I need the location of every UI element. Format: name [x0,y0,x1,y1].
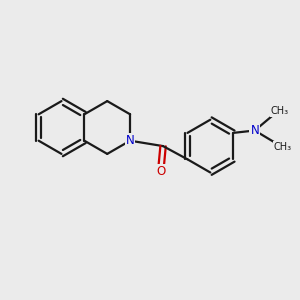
Text: N: N [126,134,134,147]
Text: CH₃: CH₃ [271,106,289,116]
Text: N: N [250,124,259,137]
Text: CH₃: CH₃ [273,142,291,152]
Text: O: O [156,165,165,178]
